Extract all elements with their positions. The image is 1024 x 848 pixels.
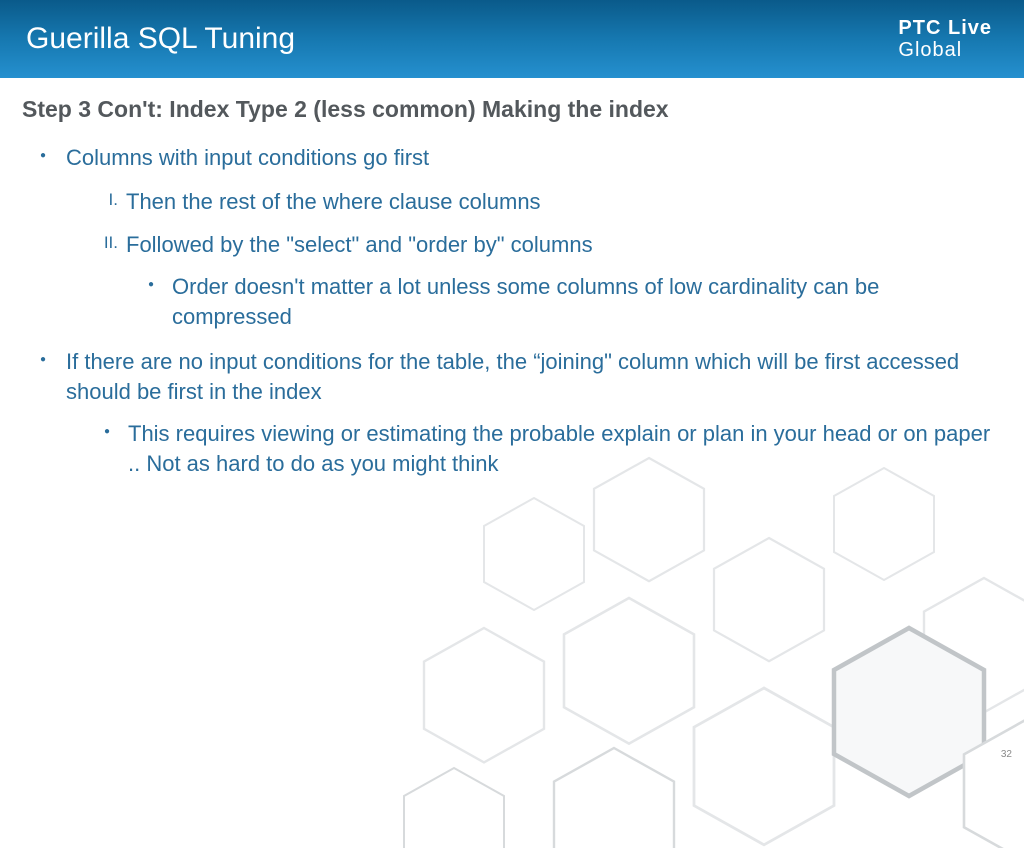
brand-line1: PTC Live bbox=[898, 17, 992, 39]
page-number: 32 bbox=[1001, 749, 1012, 760]
slide-body: Step 3 Con't: Index Type 2 (less common)… bbox=[0, 78, 1024, 478]
roman-marker: II. bbox=[88, 232, 118, 255]
bullet-text: Columns with input conditions go first bbox=[66, 145, 429, 170]
slide-subheading: Step 3 Con't: Index Type 2 (less common)… bbox=[22, 96, 1002, 123]
roman-item: II. Followed by the "select" and "order … bbox=[126, 230, 1002, 331]
roman-text: Then the rest of the where clause column… bbox=[126, 189, 541, 214]
brand-block: PTC Live Global bbox=[898, 17, 998, 61]
roman-item: I. Then the rest of the where clause col… bbox=[126, 187, 1002, 217]
hexagon-background bbox=[364, 428, 1024, 848]
sub-bullet-item: Order doesn't matter a lot unless some c… bbox=[172, 272, 1002, 331]
slide-title: Guerilla SQL Tuning bbox=[26, 22, 295, 56]
brand-line2: Global bbox=[898, 39, 992, 61]
sub-bullet-item: This requires viewing or estimating the … bbox=[128, 419, 1002, 478]
bullet-text: If there are no input conditions for the… bbox=[66, 349, 959, 404]
sub-bullet-list: Order doesn't matter a lot unless some c… bbox=[126, 272, 1002, 331]
roman-text: Followed by the "select" and "order by" … bbox=[126, 232, 593, 257]
roman-list: I. Then the rest of the where clause col… bbox=[66, 187, 1002, 332]
roman-marker: I. bbox=[88, 189, 118, 212]
sub-bullet-text: Order doesn't matter a lot unless some c… bbox=[172, 274, 879, 329]
bullet-list: Columns with input conditions go first I… bbox=[22, 143, 1002, 478]
sub-bullet-text: This requires viewing or estimating the … bbox=[128, 421, 990, 476]
sub-bullet-list: This requires viewing or estimating the … bbox=[66, 419, 1002, 478]
bullet-item: If there are no input conditions for the… bbox=[66, 347, 1002, 478]
bullet-item: Columns with input conditions go first I… bbox=[66, 143, 1002, 331]
slide-header: Guerilla SQL Tuning PTC Live Global bbox=[0, 0, 1024, 78]
